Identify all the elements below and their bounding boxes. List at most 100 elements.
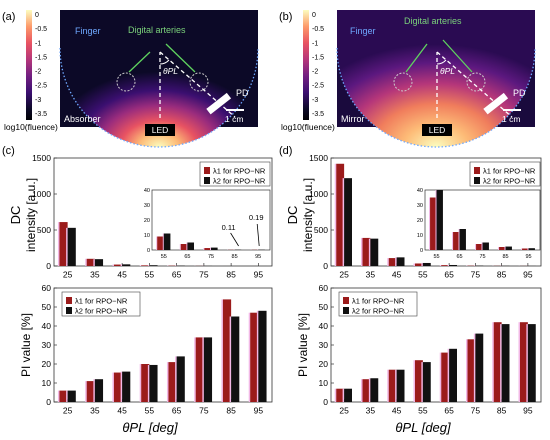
pi-c-bar-shadow-0-7: [248, 312, 251, 402]
dc-c-bar-s2-45: [122, 264, 131, 266]
dc-c-inset-shadow-1-0: [162, 233, 164, 250]
pi-c-xtick-label-4: 65: [172, 406, 182, 416]
dc-ylabel-c-line1: DC: [8, 206, 23, 225]
led-label-b: LED: [429, 125, 446, 135]
dc-c-inset-ytick-1: 10: [144, 233, 150, 239]
dc-c-bar-shadow-0-2: [112, 264, 114, 266]
dc-c-inset-xtick-3: 85: [232, 254, 238, 260]
xlabel-c: θPL [deg]: [122, 420, 178, 435]
dc-d-legend-swatch-0: [474, 167, 480, 174]
dc-d-legend-label-0: λ1 for RPO−NR: [483, 167, 536, 176]
pi-c-bar-s2-65: [176, 356, 185, 402]
dc-c-inset-xtick-4: 95: [255, 254, 261, 260]
dc-chart-d: 0 500 1000 1500 25 35 45 55 65 75 85 95 λ1 for RPO−N…: [309, 153, 542, 280]
colorbar-b-tick-4: -2: [312, 69, 318, 76]
pi-c-legend-label-1: λ2 for RPO−NR: [75, 307, 128, 316]
pi-d-bar-s1-95: [520, 322, 528, 402]
pd-axis-a: [159, 51, 236, 118]
finger-label-b: Finger: [350, 26, 376, 36]
dc-d-inset-shadow-0-2: [475, 244, 477, 250]
panel-b: (b) 0 -0.5 -1 -1.5 -2 -2.5 -3 -3.5 log10(fluenc…: [279, 10, 536, 148]
pi-c-bar-s1-35: [86, 381, 95, 402]
pi-d-bar-shadow-1-4: [447, 348, 450, 402]
pi-d-legend-swatch-1: [343, 307, 349, 314]
pi-d-bar-shadow-0-7: [518, 322, 520, 402]
pi-d-ytick-label-2: 20: [319, 359, 329, 369]
dc-d-inset-ytick-2: 20: [417, 218, 423, 224]
pi-c-bar-s2-55: [149, 364, 158, 402]
pi-c-bar-shadow-1-2: [120, 371, 123, 402]
dc-c-legend-label-1: λ2 for RPO−NR: [213, 177, 266, 186]
artery-left-a: [116, 72, 136, 92]
pi-c-bar-s1-75: [195, 337, 204, 402]
colorbar-a-tick-0: 0: [35, 12, 39, 19]
dc-d-inset-shadow-0-0: [429, 197, 431, 250]
dc-d-bar-shadow-1-1: [368, 238, 371, 266]
pi-d-bar-shadow-0-4: [439, 352, 442, 402]
dc-c-inset-xtick-1: 65: [184, 254, 190, 260]
pi-c-bar-s2-35: [94, 379, 104, 402]
dc-d-bar-s1-55: [415, 263, 423, 266]
dc-c-bar-s1-45: [113, 264, 123, 266]
pi-d-bar-shadow-0-0: [334, 388, 337, 402]
scale-label-a: 1 cm: [225, 114, 243, 124]
colorbar-b-tick-0: 0: [312, 12, 316, 19]
dc-c-inset-bar-s2-75: [211, 247, 218, 250]
dc-d-bar-shadow-1-3: [421, 262, 423, 266]
dc-d-bar-s1-45: [388, 258, 397, 266]
pi-d-bar-shadow-1-1: [368, 378, 371, 402]
material-label-a: Absorber: [64, 114, 101, 124]
dc-c-inset-ytick-0: 0: [147, 248, 150, 254]
dc-c-bar-shadow-1-2: [120, 264, 123, 266]
colorbar-a-tick-4: -2: [35, 69, 41, 76]
dc-c-inset-shadow-1-2: [210, 247, 211, 250]
pi-d-ytick-label-5: 50: [319, 302, 329, 312]
dc-d-bar-s1-65: [441, 265, 450, 266]
pi-c-bar-shadow-0-4: [166, 362, 169, 402]
dc-d-xtick-label-4: 65: [444, 270, 454, 280]
panel-label-c: (c): [2, 145, 15, 157]
colorbar-a: [26, 10, 32, 120]
dc-d-inset-bar-s1-95: [522, 248, 529, 250]
pi-d-bar-shadow-1-0: [342, 388, 345, 402]
dc-d-inset-bar-s2-85: [505, 246, 512, 250]
colorbar-b-tick-6: -3: [312, 97, 318, 104]
dc-c-bar-s1-55: [141, 265, 150, 266]
dc-d-inset-xtick-0: 55: [433, 254, 439, 260]
pi-c-ytick-label-1: 10: [42, 378, 52, 388]
dc-d-xtick-label-1: 35: [366, 270, 376, 280]
colorbar-b-tick-3: -1.5: [312, 54, 324, 61]
dc-c-inset-bar-s1-55: [157, 236, 164, 250]
dc-d-inset-bar-s2-65: [459, 229, 466, 250]
dc-ylabel-c: DC intensity [a.u.]: [8, 178, 38, 252]
pi-d-legend-swatch-0: [343, 297, 349, 304]
angle-arc-b: [436, 59, 447, 65]
colorbar-ticks-b: 0 -0.5 -1 -1.5 -2 -2.5 -3 -3.5: [312, 12, 324, 118]
dc-d-bar-shadow-1-2: [395, 257, 397, 266]
dc-d-xtick-label-2: 45: [392, 270, 402, 280]
pi-c-bar-shadow-1-3: [147, 364, 150, 402]
dc-c-legend-swatch-1: [204, 177, 210, 184]
dc-c-xtick-label-7: 95: [254, 270, 264, 280]
pi-d-bar-shadow-0-3: [413, 360, 415, 402]
dc-ylabel-c-line2: intensity [a.u.]: [24, 178, 38, 252]
dc-c-annot-1: 0.19: [249, 213, 264, 222]
pi-d-bar-shadow-1-3: [421, 362, 423, 402]
dc-d-inset-bar-s2-55: [436, 190, 443, 250]
dc-d-bar-s1-25: [336, 163, 345, 266]
dc-d-inset-shadow-0-3: [498, 247, 500, 250]
pi-d-bar-s2-45: [396, 369, 405, 402]
pi-d-bar-shadow-1-5: [473, 333, 476, 402]
dc-d-inset-shadow-1-4: [527, 248, 529, 250]
fluence-map-a: [60, 10, 258, 147]
panel-a: (a) 0 -0.5 -1 -1.5 -2 -2.5 -3 -3.5 log10(fluenc…: [2, 10, 259, 148]
dc-c-inset-ytick-2: 20: [144, 218, 150, 224]
pi-c-ytick-label-0: 0: [46, 397, 51, 407]
pi-c-bar-s2-95: [258, 310, 267, 402]
pi-d-xtick-label-2: 45: [392, 406, 402, 416]
panel-label-a: (a): [2, 11, 15, 23]
pi-d-bar-shadow-1-2: [395, 369, 397, 402]
dc-d-bar-s2-65: [449, 264, 457, 266]
colorbar-a-tick-2: -1: [35, 40, 41, 47]
